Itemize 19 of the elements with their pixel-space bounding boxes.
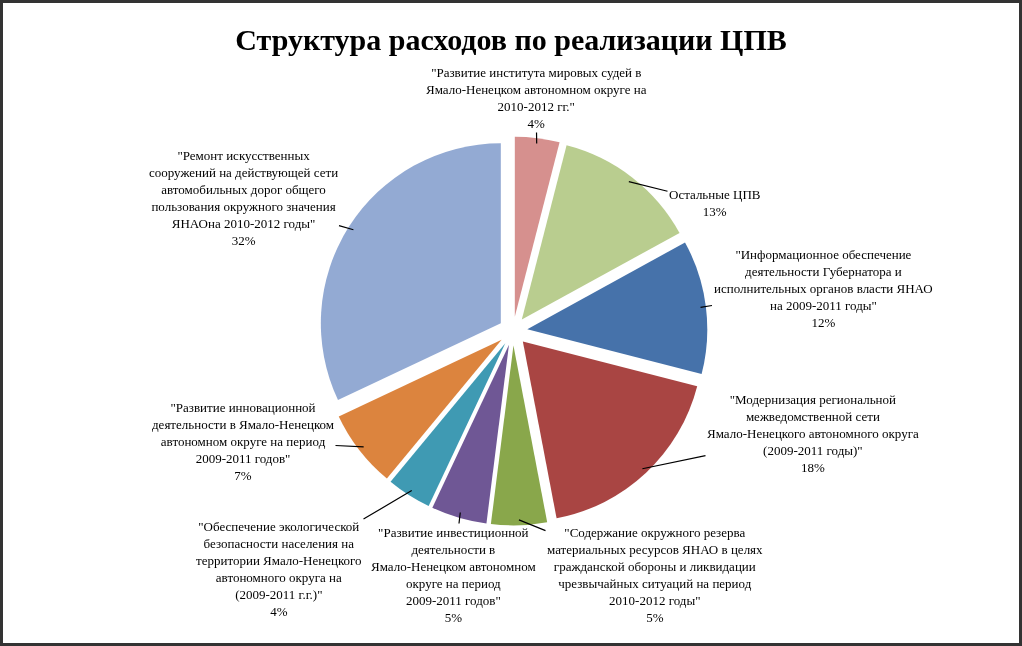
data-label: 5% [646,609,664,625]
data-label: 5% [444,609,463,625]
data-label: 12% [811,314,836,330]
slice-label: "Ремонт искусственных сооружений на действующей сети автомобильных дорог общего пользования окружного значения ЯНАОна 2010-2012 годы" [149,148,339,231]
data-label: 13% [702,203,727,219]
slice-label: "Содержание окружного резерва материальных ресурсов ЯНАО в целях гражданской обороны и ликвидации чрезвычайных ситуаций на период 2010-2012 годы" [547,525,764,608]
data-label: 4% [270,603,288,619]
chart-title: Структура расходов по реализации ЦПВ [235,22,787,56]
slice-label: "Обеспечение экологической безопасности населения на территории Ямало-Ненецкого автономного округа на (2009-2011 г.г.)" [196,519,362,602]
data-label: 32% [231,232,256,248]
data-label: 7% [234,467,252,483]
data-label: 4% [527,115,546,131]
slice-label: "Развитие института мировых судей в Ямало-Ненецком автономном округе на 2010-2012 гг." [426,65,647,114]
slice-label: Остальные ЦПВ [669,187,761,202]
slice-label: "Развитие инновационной деятельности в Ямало-Ненецком автономном округе на период 2009-2011 годов" [152,400,335,466]
slice-label: "Информационное обеспечение деятельности Губернатора и исполнительных органов власти ЯНАО на 2009-2011 годы" [714,247,933,313]
slice-label: "Развитие инвестиционной деятельности в Ямало-Ненецком автономном округе на период 2009-2011 годов" [371,525,536,608]
slice-label: "Модернизация региональной межведомственной сети Ямало-Ненецкого автономного округа (2009-2011 годы)" [707,392,919,458]
data-label: 18% [800,459,825,475]
